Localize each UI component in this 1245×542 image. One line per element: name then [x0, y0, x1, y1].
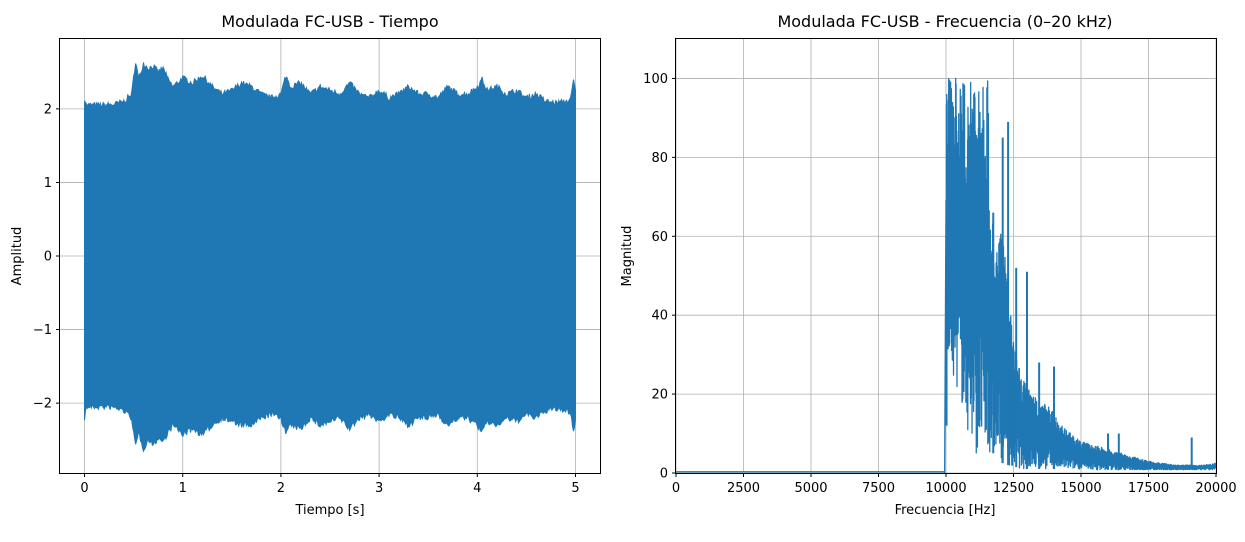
- signal-band: [84, 62, 576, 453]
- x-tick-label: 12500: [993, 481, 1034, 496]
- spectrum-line: [676, 77, 1217, 474]
- y-axis-label: Magnitud: [620, 226, 635, 287]
- y-tick-label: 2: [44, 102, 52, 117]
- x-axis-label: Frecuencia [Hz]: [895, 503, 996, 518]
- y-tick-label: 40: [651, 309, 668, 324]
- y-tick-label: 1: [44, 176, 52, 191]
- x-tick-label: 7500: [862, 481, 895, 496]
- y-tick-label: −1: [33, 323, 52, 338]
- x-tick-label: 5000: [794, 481, 827, 496]
- x-tick-label: 3: [375, 481, 383, 496]
- frequency-domain-chart: Modulada FC-USB - Frecuencia (0–20 kHz) …: [620, 12, 1237, 518]
- x-tick-label: 2: [277, 481, 285, 496]
- y-tick-label: 0: [660, 467, 668, 482]
- y-tick-label: 20: [651, 388, 668, 403]
- y-tick-label: 80: [651, 151, 668, 166]
- y-tick-label: 100: [643, 72, 668, 87]
- x-tick-label: 1: [179, 481, 187, 496]
- signal-area: [84, 62, 576, 453]
- x-tick-label: 0: [672, 481, 680, 496]
- x-tick-label: 2500: [727, 481, 760, 496]
- x-tick-label: 5: [571, 481, 579, 496]
- tick-labels: 0 1 2 3 4 5 −2 −1 0 1 2: [33, 102, 580, 496]
- y-tick-label: 60: [651, 230, 668, 245]
- y-axis-label: Amplitud: [10, 227, 25, 286]
- x-tick-label: 0: [80, 481, 88, 496]
- tick-labels: 0 2500 5000 7500 10000 12500 15000 17500 20000 0 2…: [643, 72, 1237, 496]
- y-tick-label: 0: [44, 250, 52, 265]
- chart-title: Modulada FC-USB - Frecuencia (0–20 kHz): [777, 12, 1112, 31]
- x-tick-label: 20000: [1195, 481, 1236, 496]
- x-tick-label: 15000: [1060, 481, 1101, 496]
- x-axis-label: Tiempo [s]: [294, 503, 364, 518]
- spectrum-trace: [676, 77, 1217, 474]
- time-domain-chart: Modulada FC-USB - Tiempo 0 1 2 3 4 5 −2 −1 0 1 2 T…: [10, 12, 601, 518]
- x-tick-label: 10000: [925, 481, 966, 496]
- x-tick-label: 17500: [1128, 481, 1169, 496]
- chart-title: Modulada FC-USB - Tiempo: [221, 12, 438, 31]
- x-tick-label: 4: [473, 481, 481, 496]
- y-tick-label: −2: [33, 397, 52, 412]
